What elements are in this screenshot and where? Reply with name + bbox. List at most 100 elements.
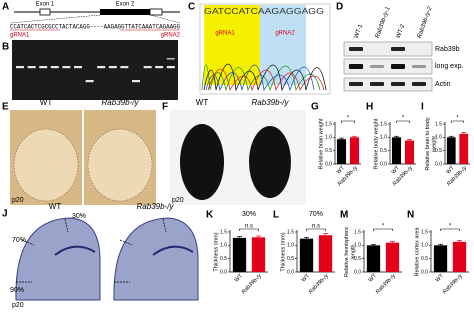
gel-band (108, 66, 117, 69)
gel-band (74, 66, 82, 69)
blot-band (370, 82, 384, 86)
y-tick-label: 1.0 (354, 243, 361, 249)
y-tick-label: 1.5 (354, 229, 361, 235)
panel-label: M (340, 210, 348, 221)
bar (385, 242, 400, 272)
group-label: WT (49, 202, 62, 211)
measure-lines (16, 218, 167, 283)
y-tick-label: 1.5 (380, 121, 387, 127)
x-tick-label: Rab39b-/y (375, 272, 398, 295)
panel-label: J (2, 209, 8, 220)
bar (336, 139, 347, 164)
blot-band (349, 82, 363, 86)
panel-label: I (421, 102, 424, 113)
blot-band (349, 64, 363, 69)
y-tick-label: 0.0 (380, 161, 387, 167)
grna-label: gRNA2 (275, 31, 295, 37)
group-label: WT (196, 98, 209, 107)
grna-label: gRNA1 (10, 33, 30, 39)
x-tick-label: WT (391, 165, 402, 176)
exon (149, 8, 163, 16)
gel-band (50, 66, 59, 69)
y-axis-label: Relative brain to body (425, 117, 431, 170)
blot-band (391, 47, 405, 51)
brain (13, 128, 79, 202)
y-axis-label: Relative hemisphere (344, 227, 350, 277)
group-label: Rab39b-/y (137, 202, 175, 211)
gel-band (85, 80, 94, 83)
sequence: CCATCACTCGCGCCTACTACAGG----AAGAGGTTATCAA… (10, 24, 180, 31)
panel-label: A (2, 2, 9, 13)
band-label: Rab39b (435, 46, 460, 53)
age-label: p20 (12, 197, 24, 204)
y-tick-label: 0.5 (435, 148, 442, 154)
exon-label: Exon 1 (36, 2, 55, 8)
lane-label: Rab39b-/y-2 (417, 6, 434, 40)
panel-label: D (336, 2, 343, 13)
group-label: Rab39b-/y (102, 98, 140, 107)
y-tick-label: 1.5 (220, 229, 227, 235)
y-axis-label: Relative brain weight (318, 118, 324, 170)
grna2-region (260, 5, 306, 85)
bar (366, 245, 381, 272)
y-tick-label: 1.0 (435, 135, 442, 141)
gel-band (155, 66, 164, 69)
bar (318, 235, 333, 272)
y-axis-label: Relative cortex area (414, 227, 420, 277)
significance-label: * (449, 224, 452, 230)
significance-bracket (396, 120, 410, 123)
y-tick-label: 1.0 (220, 243, 227, 249)
gel (12, 40, 178, 100)
significance-label: * (456, 116, 459, 122)
x-tick-label: WT (368, 273, 379, 284)
exon (39, 8, 51, 16)
bar (446, 137, 456, 164)
significance-label: n.s (245, 224, 253, 230)
lane-label: WT-2 (396, 23, 407, 39)
zoom-line (9, 14, 101, 24)
grna1-region (204, 5, 260, 85)
bar (452, 241, 467, 272)
panel-label: B (2, 42, 9, 53)
y-tick-label: 0.5 (220, 256, 227, 262)
panel-label: F (162, 102, 168, 113)
band-label: long exp. (435, 63, 463, 70)
y-axis-label: Thickness (mm) (280, 232, 286, 271)
exon-label: Exon 2 (116, 2, 135, 8)
panel-label: C (188, 2, 195, 13)
lane-label: Rab39b-/y-1 (375, 6, 392, 39)
panel-label: K (206, 210, 214, 221)
significance-bracket (450, 120, 465, 123)
panel-label: E (2, 102, 9, 113)
y-tick-label: 1.0 (421, 243, 428, 249)
trace (201, 63, 327, 92)
level-label: 30% (72, 213, 86, 220)
gel-band (27, 66, 36, 69)
bar (459, 133, 469, 164)
blot-band (391, 64, 405, 69)
gel-band (166, 66, 175, 69)
bar (251, 237, 266, 272)
gel-band (97, 66, 106, 69)
panel-label: N (407, 210, 414, 221)
section (113, 217, 199, 301)
level-label: 70% (12, 237, 26, 244)
band-label: Actin (435, 81, 451, 88)
bar (433, 245, 448, 272)
y-tick-label: 0.0 (325, 161, 332, 167)
gel-band (62, 66, 71, 69)
y-tick-label: 1.0 (380, 135, 387, 141)
age-label: p20 (12, 302, 24, 309)
chart-title: 70% (309, 211, 323, 218)
bar (299, 238, 314, 272)
panel-label: L (273, 210, 279, 221)
gel-band (16, 66, 24, 69)
blot-bands (349, 47, 426, 86)
gel-band (120, 66, 129, 69)
lane-label: WT-1 (354, 23, 365, 39)
y-tick-label: 1.0 (325, 135, 332, 141)
x-tick-label: WT (445, 165, 456, 176)
y-tick-label: 0.5 (325, 148, 332, 154)
group-label: Rab39b-/y (252, 98, 290, 107)
